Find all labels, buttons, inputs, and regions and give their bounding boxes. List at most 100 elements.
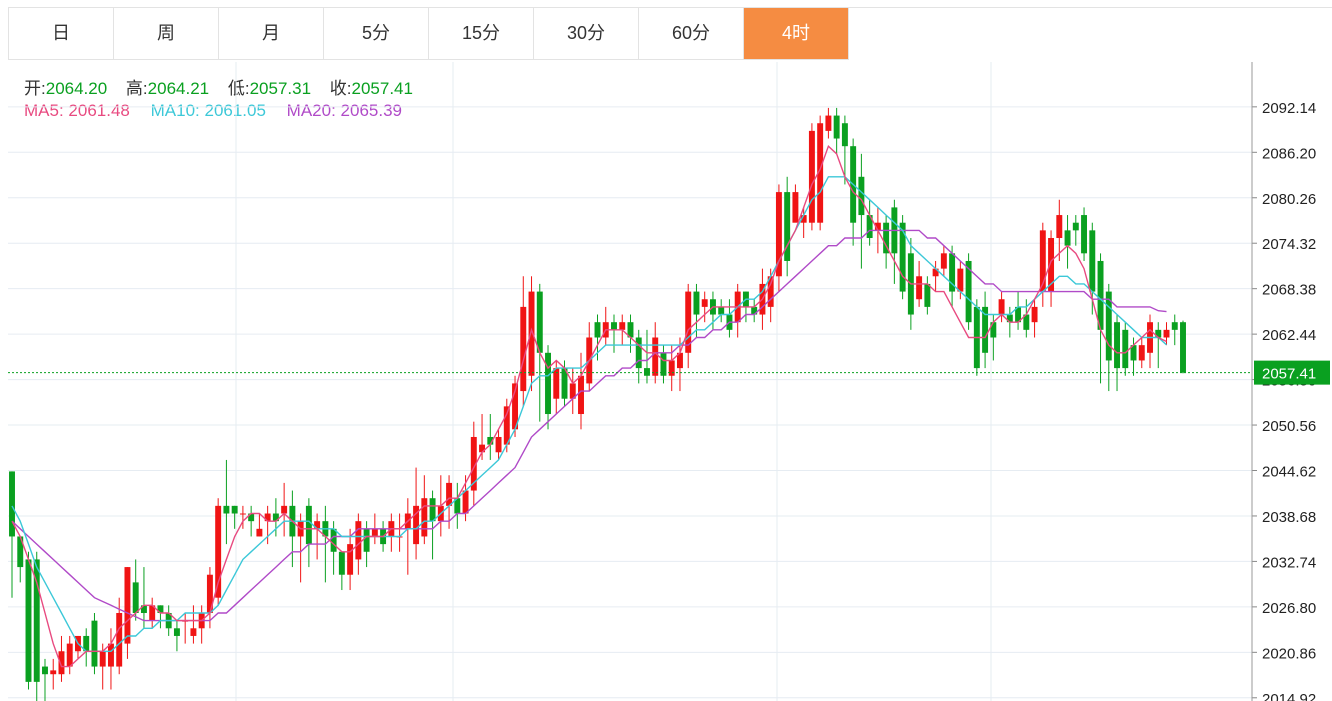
candle-body-64 (536, 291, 543, 353)
candle-body-84 (701, 299, 708, 307)
candle-body-29 (248, 513, 255, 522)
candle-body-129 (1072, 222, 1079, 231)
candle-body-79 (660, 352, 667, 376)
period-tab-bar: 日周月 5分 15分 30分 60分 4时 (8, 7, 849, 60)
candle-body-130 (1081, 215, 1088, 254)
ma10-legend: MA10: 2061.05 (151, 101, 266, 120)
candle-body-67 (561, 368, 568, 399)
y-tick-label-11: 2026.80 (1262, 600, 1316, 617)
candle-body-49 (413, 505, 420, 545)
candle-body-77 (644, 368, 650, 376)
ma20-value: 2065.39 (340, 101, 402, 120)
candle-body-39 (330, 528, 337, 552)
candle-body-65 (545, 352, 551, 415)
candle-body-119 (990, 322, 997, 338)
candle-body-115 (957, 268, 964, 292)
candle-body-125 (1039, 230, 1046, 292)
candle-body-112 (932, 268, 939, 277)
candle-body-81 (676, 352, 683, 369)
ma5-legend: MA5: 2061.48 (24, 101, 130, 120)
candle-body-105 (874, 222, 881, 231)
candle-body-122 (1015, 306, 1022, 323)
moving-average-legend: MA5: 2061.48 MA10: 2061.05 MA20: 2065.39 (24, 101, 418, 121)
candle-body-92 (767, 276, 774, 307)
candle-body-74 (619, 322, 626, 330)
candle-body-121 (1006, 314, 1013, 323)
candle-body-139 (1155, 329, 1162, 338)
tab-period-5[interactable]: 30分 (534, 8, 639, 59)
candle-body-116 (965, 260, 972, 323)
candle-body-59 (495, 436, 502, 453)
tab-period-4[interactable]: 15分 (429, 8, 534, 59)
candle-body-108 (899, 222, 906, 292)
candle-body-66 (553, 368, 560, 399)
candle-body-75 (627, 322, 634, 338)
candle-body-11 (99, 651, 106, 667)
candle-body-12 (107, 643, 114, 667)
tab-period-0[interactable]: 日 (9, 8, 114, 59)
candle-body-13 (116, 612, 123, 667)
candle-body-58 (487, 436, 494, 445)
tab-period-6[interactable]: 60分 (639, 8, 744, 59)
candle-body-133 (1105, 291, 1112, 361)
y-tick-label-7: 2050.56 (1262, 418, 1316, 435)
candle-body-63 (528, 291, 535, 376)
y-tick-label-8: 2044.62 (1262, 464, 1316, 481)
candle-body-5 (50, 670, 57, 675)
candle-body-80 (668, 360, 675, 376)
y-tick-label-5: 2062.44 (1262, 327, 1316, 344)
candle-body-97 (808, 130, 815, 223)
candle-body-26 (223, 505, 230, 514)
candle-body-106 (883, 222, 890, 254)
ma10-value: 2061.05 (204, 101, 266, 120)
candle-body-100 (833, 115, 840, 139)
candle-body-104 (866, 215, 873, 239)
candle-body-0 (9, 471, 15, 537)
candle-body-30 (256, 528, 263, 537)
candle-body-136 (1130, 345, 1137, 361)
candle-body-137 (1138, 345, 1145, 361)
candle-body-44 (371, 528, 378, 537)
candle-body-114 (949, 253, 956, 292)
candle-body-54 (454, 498, 461, 514)
candle-body-36 (305, 505, 312, 545)
candle-body-57 (479, 444, 486, 453)
candle-body-2 (25, 559, 32, 682)
candle-body-28 (239, 513, 246, 515)
candle-body-126 (1048, 238, 1055, 292)
candle-body-32 (272, 513, 279, 522)
tab-period-2[interactable]: 月 (219, 8, 324, 59)
candle-body-6 (58, 651, 65, 675)
low-value: 2057.31 (249, 79, 312, 98)
y-tick-label-0: 2092.14 (1262, 100, 1316, 117)
candle-body-99 (825, 115, 832, 131)
candle-body-82 (685, 291, 692, 353)
candle-body-42 (355, 521, 362, 560)
candle-body-43 (363, 528, 370, 552)
y-tick-label-2: 2080.26 (1262, 191, 1316, 208)
ma20-line (11, 229, 1167, 622)
current-price-tag (1254, 360, 1330, 385)
candle-body-62 (520, 306, 527, 392)
candle-body-9 (83, 635, 90, 652)
candle-body-124 (1031, 306, 1038, 323)
candle-body-10 (91, 620, 98, 667)
high-value: 2064.21 (147, 79, 210, 98)
tab-period-1[interactable]: 周 (114, 8, 219, 59)
close-value: 2057.41 (351, 79, 413, 98)
candle-body-55 (462, 490, 469, 514)
candle-body-50 (421, 498, 428, 537)
low-label: 低: (227, 79, 250, 98)
candle-body-16 (140, 605, 147, 613)
tab-period-3[interactable]: 5分 (324, 8, 429, 59)
candle-body-141 (1171, 322, 1178, 330)
candle-body-24 (206, 574, 213, 613)
high-label: 高: (125, 79, 148, 98)
candle-body-135 (1122, 329, 1129, 369)
tab-period-7[interactable]: 4时 (744, 8, 849, 59)
candle-body-22 (190, 628, 197, 636)
candle-body-27 (231, 505, 238, 514)
ma10-label: MA10: (150, 101, 200, 120)
y-tick-label-4: 2068.38 (1262, 282, 1316, 299)
